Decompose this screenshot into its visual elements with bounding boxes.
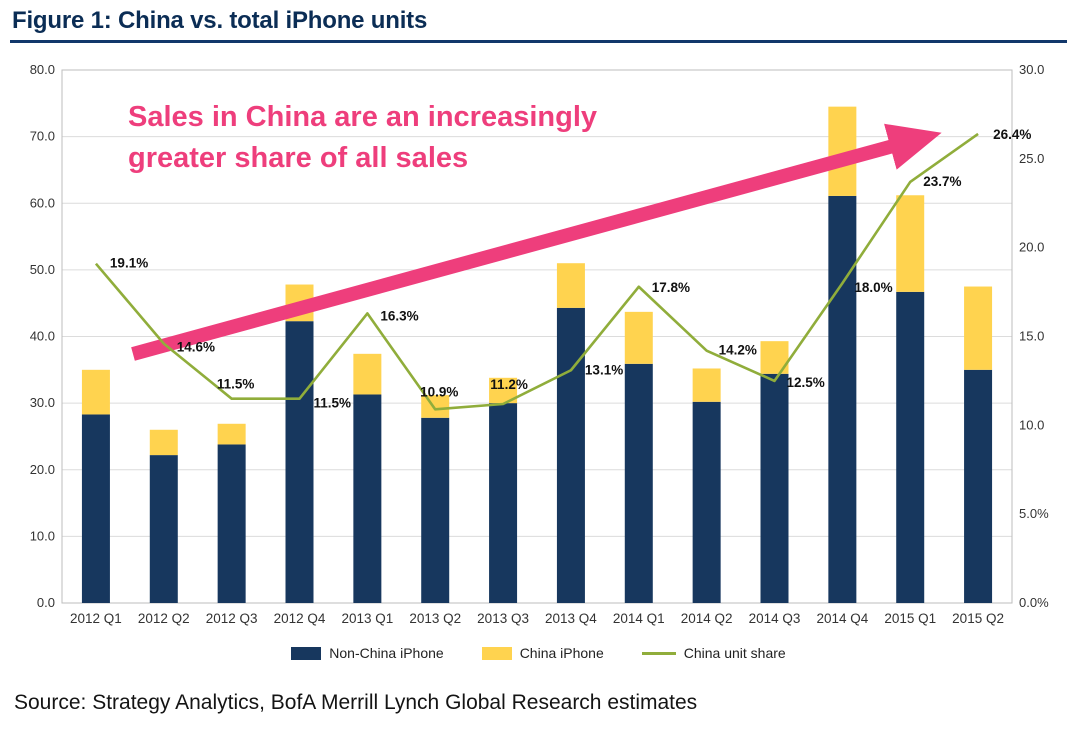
share-data-label: 26.4% — [993, 127, 1031, 142]
bar-china — [896, 195, 925, 292]
left-axis-tick-label: 40.0 — [30, 329, 55, 344]
bar-non-china — [217, 444, 246, 603]
plot-border — [61, 69, 1013, 604]
source-note: Source: Strategy Analytics, BofA Merrill… — [14, 691, 698, 714]
category-label: 2012 Q4 — [274, 611, 326, 626]
bar-non-china — [353, 394, 382, 603]
category-label: 2013 Q4 — [545, 611, 597, 626]
annotation-line-2: greater share of all sales — [128, 141, 469, 174]
bar-china — [353, 353, 382, 395]
left-axis-tick-label: 20.0 — [30, 462, 55, 477]
share-data-label: 12.5% — [787, 375, 825, 390]
right-axis-tick-label: 20.0 — [1019, 240, 1044, 255]
right-axis-tick-label: 15.0 — [1019, 329, 1044, 344]
share-data-label: 17.8% — [652, 280, 690, 295]
share-data-label: 14.6% — [177, 340, 215, 355]
right-axis-tick-label: 0.0% — [1019, 595, 1049, 610]
category-label: 2013 Q3 — [477, 611, 529, 626]
category-label: 2014 Q3 — [749, 611, 801, 626]
left-axis-tick-label: 0.0 — [37, 595, 55, 610]
chart-plot: 0.0 10.0 20.0 30.0 40.0 50.0 60.0 70.0 80.0 0.0% 5… — [30, 62, 1049, 626]
figure-title: Figure 1: China vs. total iPhone units — [12, 7, 428, 34]
legend-swatch-share-line — [641, 651, 676, 655]
legend-item-non-china: Non-China iPhone — [291, 645, 444, 661]
right-axis-tick-label: 25.0 — [1019, 151, 1044, 166]
bar-china — [556, 263, 585, 308]
bar-non-china — [692, 401, 721, 603]
bar-non-china — [149, 455, 178, 603]
legend-item-china: China iPhone — [481, 645, 604, 661]
bar-non-china — [828, 195, 857, 603]
category-label: 2013 Q1 — [341, 611, 393, 626]
share-data-label: 11.5% — [314, 396, 352, 411]
share-data-label: 13.1% — [585, 362, 623, 377]
chart-area: 0.0 10.0 20.0 30.0 40.0 50.0 60.0 70.0 80.0 0.0% 5… — [0, 43, 1077, 635]
category-label: 2013 Q2 — [409, 611, 461, 626]
share-data-label: 10.9% — [420, 384, 458, 399]
china-share-line — [94, 132, 979, 411]
annotation-line-1: Sales in China are an increasingly — [128, 101, 598, 133]
right-axis-tick-label: 30.0 — [1019, 62, 1044, 77]
bar-china — [81, 369, 110, 415]
category-label: 2014 Q4 — [816, 611, 868, 626]
bar-non-china — [896, 291, 925, 603]
left-axis-tick-label: 70.0 — [30, 129, 55, 144]
right-axis-tick-label: 5.0% — [1019, 506, 1049, 521]
category-label: 2012 Q3 — [206, 611, 258, 626]
category-label: 2014 Q2 — [681, 611, 733, 626]
left-axis-tick-label: 10.0 — [30, 528, 55, 543]
bar-china — [692, 368, 721, 402]
chart-legend: Non-China iPhone China iPhone China unit… — [0, 643, 1077, 663]
bar-china — [964, 286, 993, 370]
category-label: 2015 Q1 — [884, 611, 936, 626]
bar-non-china — [285, 321, 314, 603]
bar-china — [217, 423, 246, 445]
bar-non-china — [81, 414, 110, 603]
share-data-label: 16.3% — [380, 308, 418, 323]
legend-label-non-china: Non-China iPhone — [329, 645, 444, 661]
category-label: 2012 Q2 — [138, 611, 190, 626]
legend-swatch-non-china — [291, 646, 322, 660]
bar-non-china — [964, 369, 993, 603]
figure-header: Figure 1: China vs. total iPhone units — [10, 0, 1067, 43]
trend-arrow — [131, 123, 942, 361]
category-label: 2012 Q1 — [70, 611, 122, 626]
bar-non-china — [760, 373, 789, 603]
category-label: 2014 Q1 — [613, 611, 665, 626]
share-data-label: 19.1% — [110, 256, 148, 271]
bar-china — [149, 429, 178, 456]
left-axis-tick-label: 30.0 — [30, 395, 55, 410]
bar-non-china — [489, 403, 518, 603]
share-data-label: 14.2% — [719, 343, 757, 358]
chart-annotation: Sales in China are an increasingly great… — [128, 97, 597, 178]
left-axis-tick-label: 80.0 — [30, 62, 55, 77]
bar-non-china — [421, 417, 450, 603]
bar-non-china — [624, 363, 653, 603]
legend-label-china: China iPhone — [519, 645, 604, 661]
share-data-label: 23.7% — [923, 174, 961, 189]
category-label: 2015 Q2 — [952, 611, 1004, 626]
share-data-label: 11.5% — [217, 377, 255, 392]
bar-non-china — [556, 307, 585, 603]
left-axis-tick-label: 50.0 — [30, 262, 55, 277]
legend-label-share: China unit share — [683, 645, 786, 661]
legend-swatch-china — [481, 646, 512, 660]
share-data-label: 11.2% — [490, 377, 528, 392]
share-data-label: 18.0% — [854, 280, 892, 295]
left-axis-tick-label: 60.0 — [30, 195, 55, 210]
right-axis-tick-label: 10.0 — [1019, 417, 1044, 432]
bar-china — [624, 311, 653, 364]
legend-item-share: China unit share — [641, 645, 786, 661]
